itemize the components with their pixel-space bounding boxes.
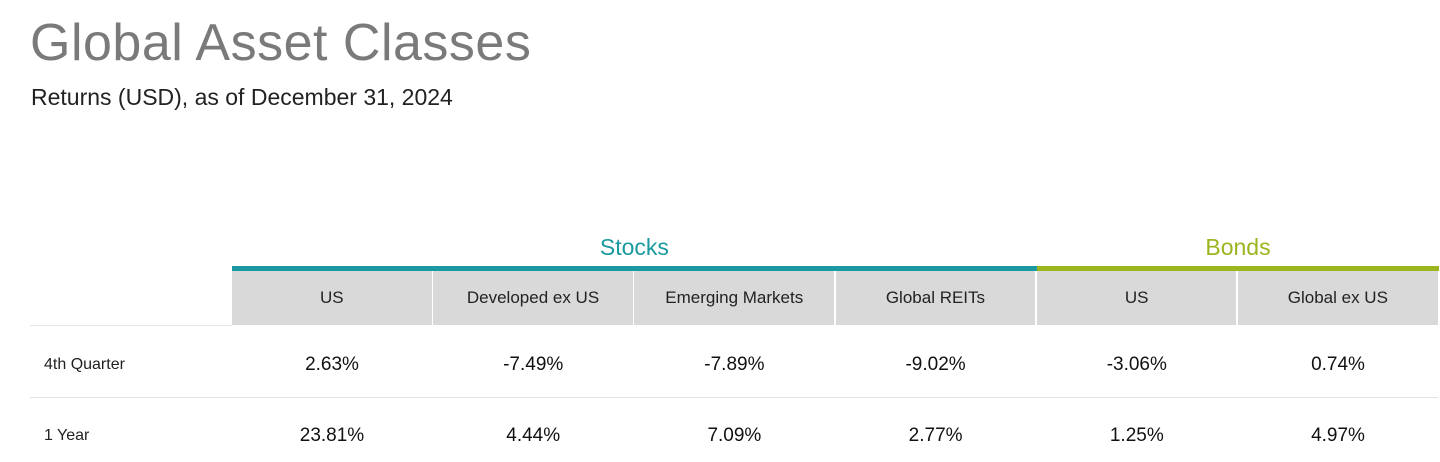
column-header: Emerging Markets bbox=[634, 271, 835, 325]
table-cell: -3.06% bbox=[1106, 354, 1167, 375]
column-header: Global ex US bbox=[1238, 271, 1438, 325]
table-cell: -7.89% bbox=[704, 354, 765, 375]
table-cell: -9.02% bbox=[905, 354, 966, 375]
table-cell: 4.44% bbox=[506, 425, 561, 446]
chart-subtitle: Returns (USD), as of December 31, 2024 bbox=[31, 84, 453, 110]
table-cell: 7.09% bbox=[707, 425, 762, 446]
group-label-bonds: Bonds bbox=[1205, 234, 1271, 260]
column-header: US bbox=[1036, 271, 1237, 325]
table-cell: 0.74% bbox=[1311, 354, 1365, 375]
table-cell: 23.81% bbox=[299, 425, 365, 446]
group-label-stocks: Stocks bbox=[599, 234, 669, 260]
group-bar-bonds bbox=[1036, 266, 1440, 271]
table-cell: 4.97% bbox=[1311, 425, 1365, 446]
chart-title: Global Asset Classes bbox=[30, 14, 532, 72]
row-divider bbox=[30, 397, 1438, 398]
column-header: Developed ex US bbox=[433, 271, 633, 325]
table-cell: 2.77% bbox=[908, 425, 963, 446]
column-header: US bbox=[232, 271, 432, 325]
header-left-divider bbox=[30, 325, 232, 326]
column-header: Global REITs bbox=[835, 271, 1036, 325]
group-bar-stocks bbox=[232, 266, 1037, 271]
table-cell: 2.63% bbox=[305, 354, 359, 375]
table-cell: -7.49% bbox=[503, 354, 564, 375]
row-label: 4th Quarter bbox=[44, 356, 125, 373]
row-label: 1 Year bbox=[44, 427, 90, 444]
table-cell: 1.25% bbox=[1109, 425, 1164, 446]
